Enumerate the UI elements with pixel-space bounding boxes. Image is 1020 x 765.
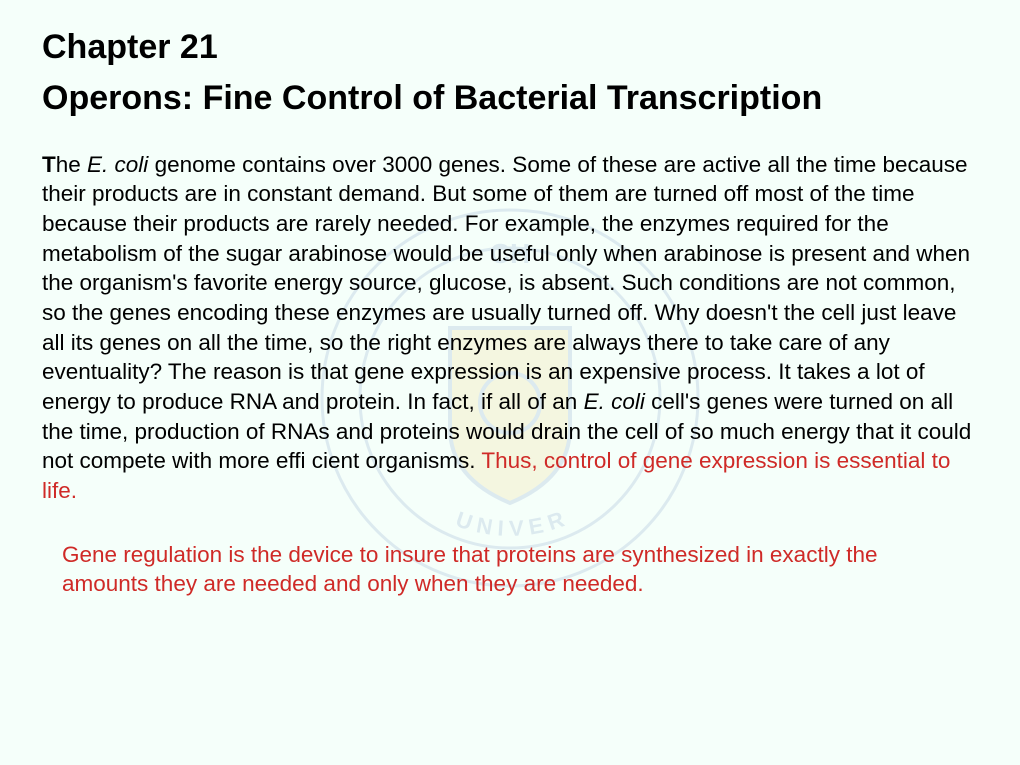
species-name-2: E. coli [584, 389, 645, 414]
lead-cap: T [42, 152, 56, 177]
lead-rest: he [56, 152, 87, 177]
slide-content: Chapter 21 Operons: Fine Control of Bact… [0, 0, 1020, 599]
species-name-1: E. coli [87, 152, 148, 177]
body-paragraph: The E. coli genome contains over 3000 ge… [42, 150, 978, 506]
slide-title: Operons: Fine Control of Bacterial Trans… [42, 77, 978, 120]
segment-1: genome contains over 3000 genes. Some of… [42, 152, 970, 415]
chapter-label: Chapter 21 [42, 28, 978, 67]
callout-text: Gene regulation is the device to insure … [42, 540, 978, 599]
